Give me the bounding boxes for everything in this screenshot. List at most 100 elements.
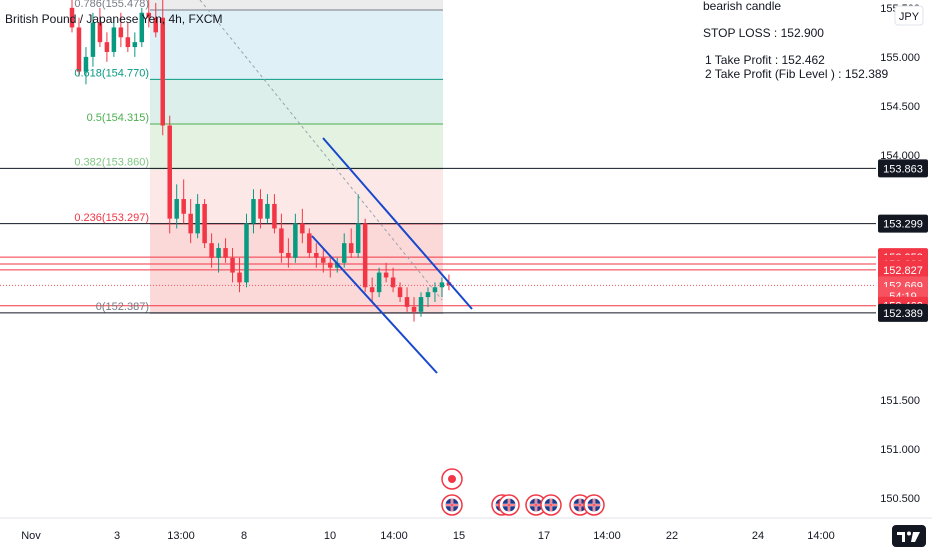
candle-10 xyxy=(139,7,145,48)
candle-51 xyxy=(425,287,431,307)
price-tag-label: 153.863 xyxy=(883,163,923,175)
fib-trend-line xyxy=(199,0,443,301)
candle-40 xyxy=(348,228,354,258)
fib-label-0.786: 0.786(155.478) xyxy=(74,0,149,10)
economic-event-flag-icon[interactable] xyxy=(583,494,605,516)
candle-32 xyxy=(293,213,298,263)
economic-events xyxy=(441,468,605,516)
candle-26 xyxy=(251,189,256,234)
time-tick-label: 14:00 xyxy=(380,530,408,542)
candle-39 xyxy=(341,233,347,268)
candle-38 xyxy=(334,257,340,273)
candle-2 xyxy=(83,47,89,85)
candle-50 xyxy=(418,292,424,317)
price-tag-label: 153.299 xyxy=(883,219,923,231)
candle-30 xyxy=(279,213,284,263)
time-tick-label: 13:00 xyxy=(167,530,195,542)
candle-46 xyxy=(390,267,396,293)
candle-13 xyxy=(160,0,165,136)
candle-19 xyxy=(202,199,207,249)
candle-25 xyxy=(244,213,249,288)
candle-31 xyxy=(286,238,291,268)
price-tick-label: 150.500 xyxy=(880,493,920,505)
price-tag-8[interactable]: 152.389 xyxy=(878,303,928,322)
fib-label-0.236: 0.236(153.297) xyxy=(74,212,149,224)
candle-15 xyxy=(174,184,179,229)
candle-53 xyxy=(439,277,445,298)
candle-16 xyxy=(181,179,186,224)
price-tick-label: 155.000 xyxy=(880,52,920,64)
price-tags: 153.863153.299152.958152.888152.827152.6… xyxy=(878,159,928,322)
fib-zone-0.382 xyxy=(150,124,443,169)
candle-21 xyxy=(216,243,221,273)
candle-1 xyxy=(76,17,82,77)
candle-36 xyxy=(321,248,326,273)
candle-48 xyxy=(404,287,410,312)
candle-37 xyxy=(328,257,333,278)
price-tag-label: 152.389 xyxy=(883,308,923,320)
fib-zone-0.618 xyxy=(150,10,443,80)
time-tick-label: 3 xyxy=(114,530,120,542)
candle-49 xyxy=(411,297,417,322)
fib-labels: 0.786(155.478) 0.618(154.770) 0.5(154.315)… xyxy=(74,0,149,313)
candle-44 xyxy=(376,267,382,298)
time-tick-label: 17 xyxy=(538,530,550,542)
price-tag-1[interactable]: 153.299 xyxy=(878,214,928,233)
time-tick-label: 22 xyxy=(666,530,678,542)
economic-event-flag-icon[interactable] xyxy=(498,494,520,516)
chart-title: British Pound / Japanese Yen, 4h, FXCM xyxy=(5,12,222,26)
tradingview-logo-icon[interactable] xyxy=(892,525,926,547)
candle-17 xyxy=(188,199,193,244)
economic-event-flag-icon[interactable] xyxy=(441,494,463,516)
economic-event-flag-icon[interactable] xyxy=(441,468,463,490)
time-axis-bg xyxy=(0,518,932,550)
candle-3 xyxy=(90,12,96,67)
candle-47 xyxy=(397,282,403,302)
candle-8 xyxy=(125,22,131,52)
fib-label-0.382: 0.382(153.860) xyxy=(74,157,149,169)
fib-zone-0.5 xyxy=(150,79,443,125)
annotation-take-profit-1: 1 Take Profit : 152.462 xyxy=(705,53,825,67)
candle-28 xyxy=(265,194,270,224)
time-tick-label: 8 xyxy=(241,530,247,542)
price-tick-label: 151.500 xyxy=(880,395,920,407)
price-tag-0[interactable]: 153.863 xyxy=(878,159,928,178)
descending-channel xyxy=(311,137,473,374)
time-tick-label: 14:00 xyxy=(593,530,621,542)
candle-34 xyxy=(307,228,312,258)
price-tick-label: 151.000 xyxy=(880,444,920,456)
time-tick-label: 10 xyxy=(324,530,336,542)
channel-line-0[interactable] xyxy=(322,137,473,310)
candle-22 xyxy=(223,238,228,263)
candle-18 xyxy=(195,194,200,239)
economic-event-flag-icon[interactable] xyxy=(525,494,547,516)
fib-label-0.618: 0.618(154.770) xyxy=(74,67,149,79)
time-tick-label: 14:00 xyxy=(807,530,835,542)
channel-line-1[interactable] xyxy=(311,235,438,374)
candle-43 xyxy=(369,277,375,302)
fib-label-0: 0(152.387) xyxy=(96,301,149,313)
economic-event-flag-icon[interactable] xyxy=(540,494,562,516)
candle-24 xyxy=(237,257,242,293)
time-tick-label: 15 xyxy=(453,530,465,542)
candle-33 xyxy=(300,208,305,244)
time-axis: Nov 3 13:00 8 10 14:00 15 17 14:00 22 24 14:00 xyxy=(21,530,835,542)
candle-4 xyxy=(97,7,103,48)
price-tag-4[interactable]: 152.827 xyxy=(878,260,928,279)
price-axis: 155.500155.000154.500154.000151.500151.0… xyxy=(880,3,920,505)
candlesticks xyxy=(69,0,452,322)
candle-11 xyxy=(146,0,152,28)
candle-29 xyxy=(272,194,277,234)
candle-0 xyxy=(69,0,75,33)
candle-35 xyxy=(314,243,319,268)
price-tick-label: 154.500 xyxy=(880,101,920,113)
candle-20 xyxy=(209,233,214,268)
price-tick-label: 154.000 xyxy=(880,150,920,162)
fib-label-0.5: 0.5(154.315) xyxy=(87,112,149,124)
candle-5 xyxy=(104,32,110,62)
time-tick-label: Nov xyxy=(21,530,41,542)
currency-badge[interactable] xyxy=(894,5,924,26)
candle-7 xyxy=(118,12,124,48)
candle-6 xyxy=(111,17,117,57)
